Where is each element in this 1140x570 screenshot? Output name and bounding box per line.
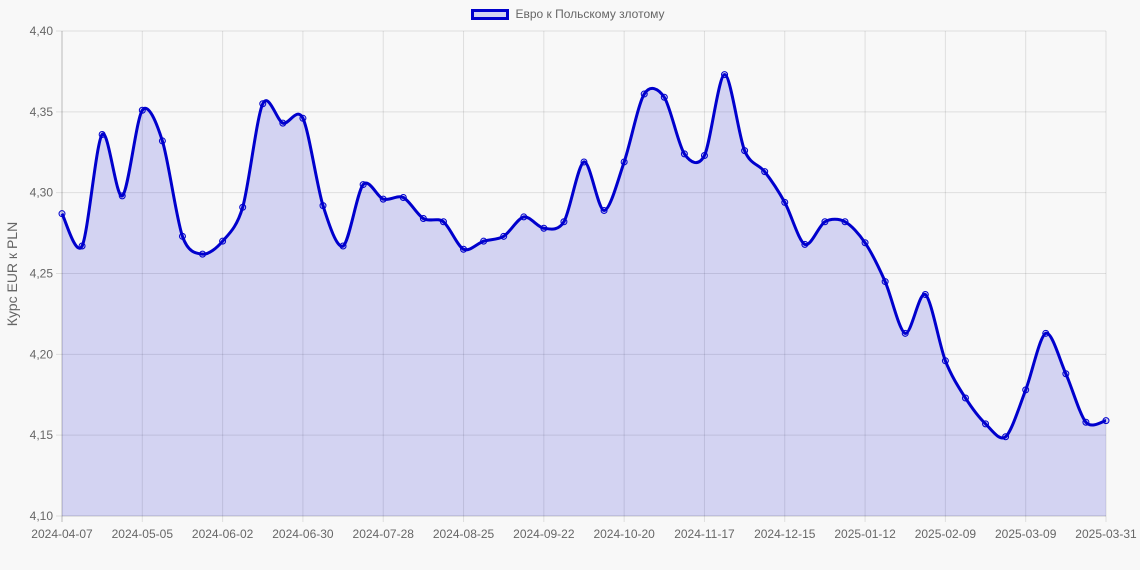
- data-point[interactable]: [500, 232, 508, 240]
- data-point[interactable]: [480, 237, 488, 245]
- data-point[interactable]: [921, 291, 929, 299]
- data-point[interactable]: [560, 218, 568, 226]
- data-point[interactable]: [199, 250, 207, 258]
- data-point[interactable]: [299, 114, 307, 122]
- data-point[interactable]: [861, 239, 869, 247]
- x-tick-label: 2024-11-17: [674, 527, 735, 541]
- x-tick-label: 2024-12-15: [754, 527, 816, 541]
- data-point[interactable]: [138, 106, 146, 114]
- y-tick-label: 4,20: [30, 347, 54, 361]
- data-point[interactable]: [901, 329, 909, 337]
- data-point[interactable]: [419, 215, 427, 223]
- x-tick-label: 2024-07-28: [353, 527, 415, 541]
- y-tick-label: 4,35: [30, 105, 54, 119]
- data-point[interactable]: [319, 202, 327, 210]
- y-tick-label: 4,10: [30, 509, 54, 523]
- series-area-fill: [62, 74, 1106, 516]
- data-points: [58, 71, 1110, 441]
- x-tick-label: 2025-03-09: [995, 527, 1057, 541]
- data-point[interactable]: [259, 100, 267, 108]
- x-tick-label: 2024-10-20: [593, 527, 655, 541]
- y-tick-label: 4,15: [30, 428, 54, 442]
- data-point[interactable]: [460, 245, 468, 253]
- data-point[interactable]: [680, 150, 688, 158]
- data-point[interactable]: [439, 218, 447, 226]
- data-point[interactable]: [821, 218, 829, 226]
- x-tick-label: 2024-06-30: [272, 527, 334, 541]
- data-point[interactable]: [78, 242, 86, 250]
- data-point[interactable]: [781, 198, 789, 206]
- y-tick-label: 4,40: [30, 24, 54, 38]
- x-tick-label: 2025-01-12: [834, 527, 896, 541]
- data-point[interactable]: [339, 242, 347, 250]
- data-point[interactable]: [1102, 417, 1110, 425]
- data-point[interactable]: [982, 420, 990, 428]
- x-tick-label: 2024-06-02: [192, 527, 254, 541]
- data-point[interactable]: [58, 210, 66, 218]
- x-tick-label: 2025-02-09: [915, 527, 977, 541]
- grid-lines: [56, 30, 1107, 522]
- legend-label[interactable]: Евро к Польскому злотому: [515, 7, 665, 21]
- y-tick-label: 4,25: [30, 267, 54, 281]
- data-point[interactable]: [540, 224, 548, 232]
- data-point[interactable]: [741, 147, 749, 155]
- x-tick-label: 2025-03-31: [1075, 527, 1137, 541]
- x-tick-label: 2024-09-22: [513, 527, 575, 541]
- series-line: [60, 73, 1107, 440]
- data-point[interactable]: [620, 158, 628, 166]
- x-tick-label: 2024-05-05: [112, 527, 174, 541]
- data-point[interactable]: [279, 119, 287, 127]
- data-point[interactable]: [841, 218, 849, 226]
- data-point[interactable]: [399, 194, 407, 202]
- x-tick-label: 2024-04-07: [31, 527, 93, 541]
- chart-legend[interactable]: Евро к Польскому злотому: [0, 7, 1140, 21]
- data-point[interactable]: [700, 151, 708, 159]
- x-tick-label: 2024-08-25: [433, 527, 495, 541]
- data-point[interactable]: [721, 71, 729, 79]
- y-axis-title: Курс EUR к PLN: [4, 222, 20, 326]
- data-point[interactable]: [239, 203, 247, 211]
- data-point[interactable]: [1042, 329, 1050, 337]
- data-point[interactable]: [660, 93, 668, 101]
- data-point[interactable]: [961, 394, 969, 402]
- data-point[interactable]: [640, 90, 648, 98]
- legend-swatch[interactable]: [471, 8, 510, 20]
- data-point[interactable]: [1062, 370, 1070, 378]
- data-point[interactable]: [178, 232, 186, 240]
- data-point[interactable]: [941, 357, 949, 365]
- data-point[interactable]: [118, 192, 126, 200]
- data-point[interactable]: [1022, 386, 1030, 394]
- y-axis-ticks: 4,10 4,15 4,20 4,25 4,30 4,35 4,40: [30, 24, 54, 523]
- data-point[interactable]: [761, 168, 769, 176]
- x-axis-ticks: 2024-04-07 2024-05-05 2024-06-02 2024-06-30…: [31, 527, 1137, 541]
- data-point[interactable]: [98, 130, 106, 138]
- y-tick-label: 4,30: [30, 186, 54, 200]
- data-point[interactable]: [801, 240, 809, 248]
- data-point[interactable]: [219, 237, 227, 245]
- data-point[interactable]: [1082, 418, 1090, 426]
- data-point[interactable]: [600, 206, 608, 214]
- data-point[interactable]: [379, 195, 387, 203]
- data-point[interactable]: [520, 213, 528, 221]
- data-point[interactable]: [1002, 433, 1010, 441]
- data-point[interactable]: [580, 158, 588, 166]
- data-point[interactable]: [881, 278, 889, 286]
- data-point[interactable]: [158, 137, 166, 145]
- data-point[interactable]: [359, 181, 367, 189]
